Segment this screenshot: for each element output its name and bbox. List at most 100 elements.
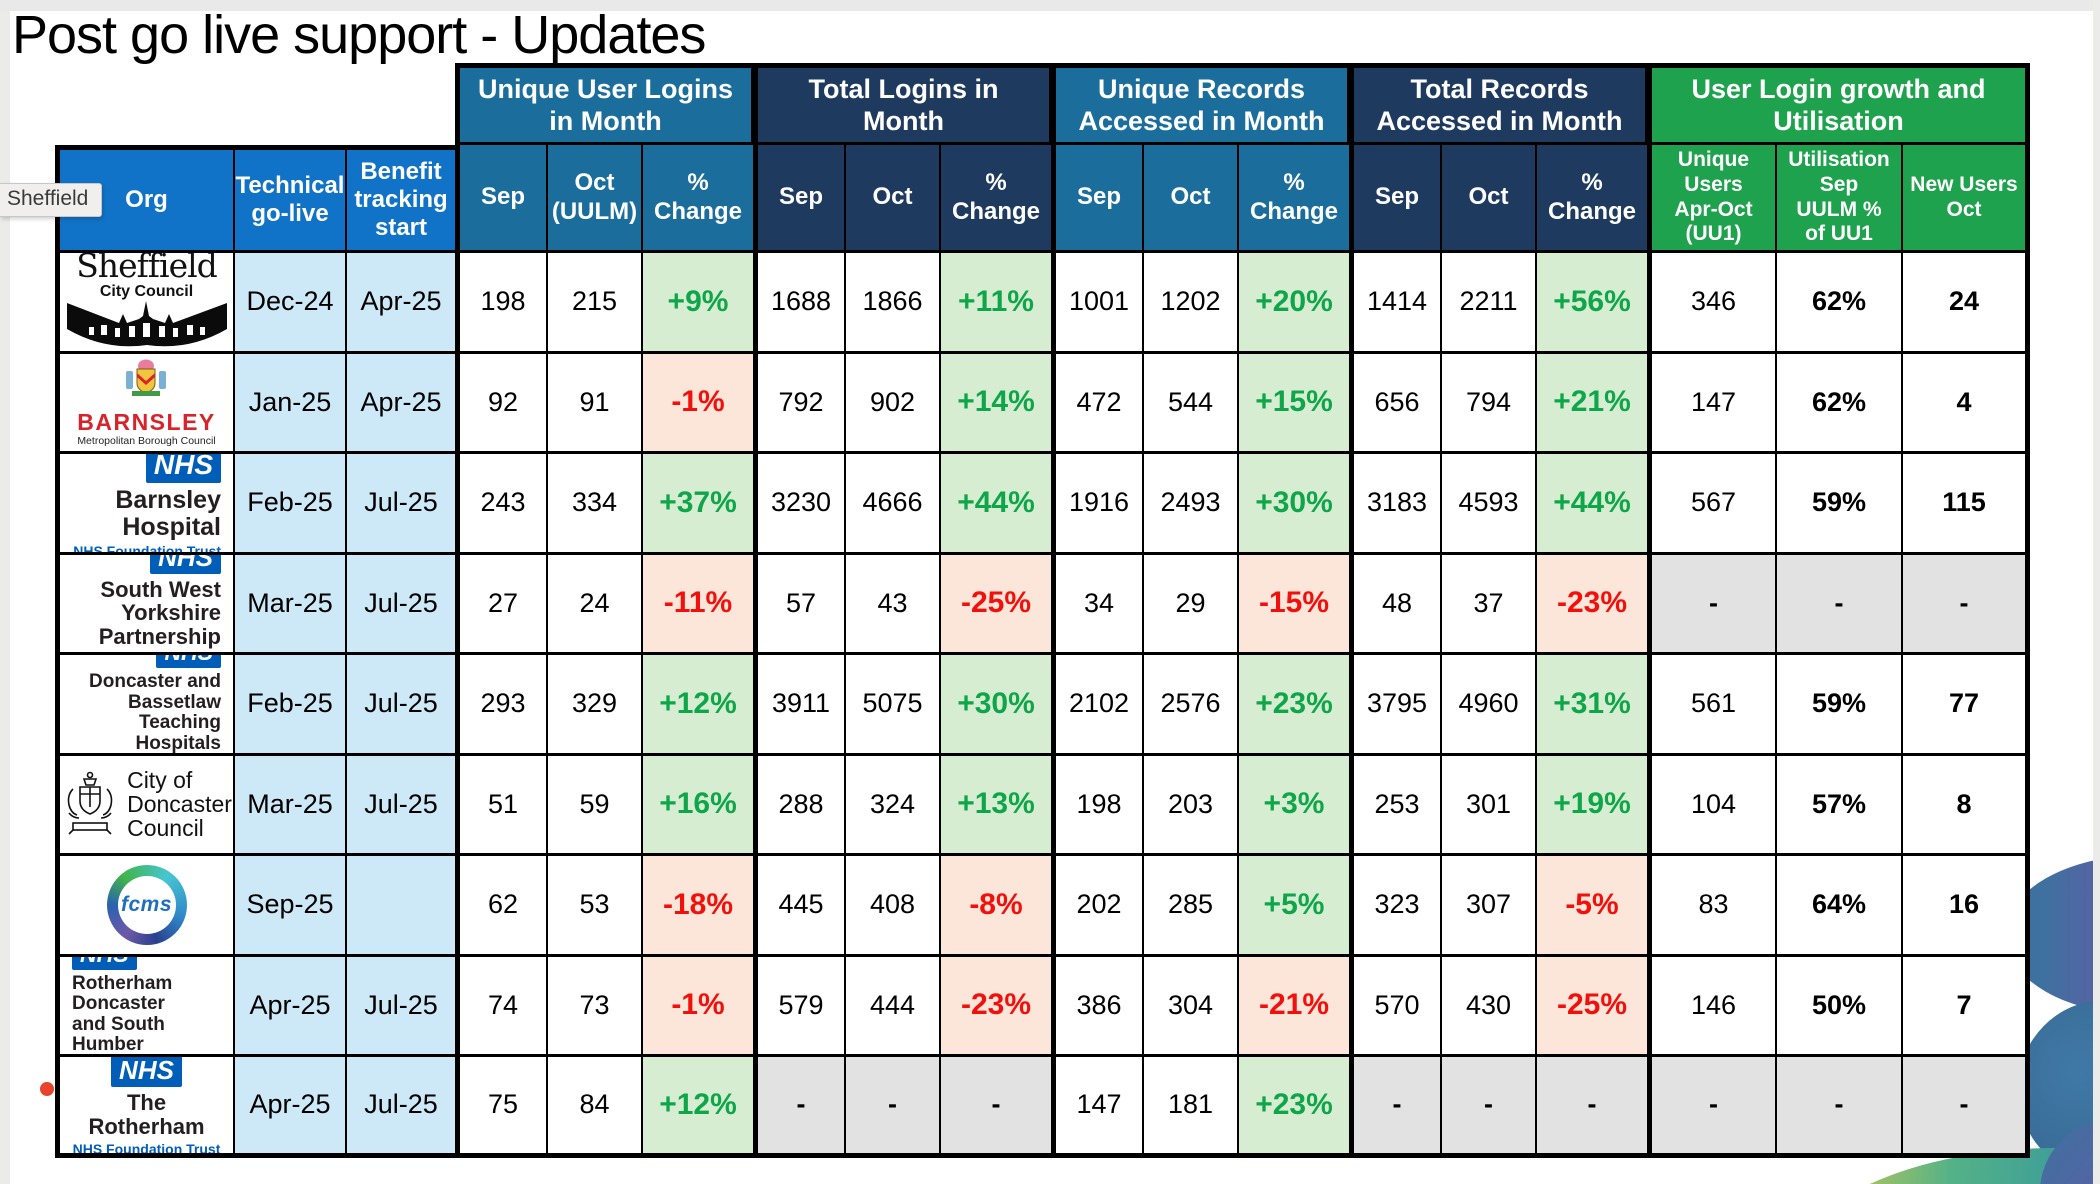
- comment-marker-dot[interactable]: [40, 1082, 54, 1096]
- metric-cell: 4: [1903, 353, 2030, 454]
- group-header-login-growth: User Login growth and Utilisation: [1647, 63, 2030, 145]
- metric-cell: 34: [1051, 554, 1144, 655]
- col-header-utilisation: Utilisation Sep UULM % of UU1: [1777, 145, 1903, 253]
- table-corner-spacer: [55, 63, 455, 145]
- metric-cell: +30%: [941, 655, 1051, 756]
- metric-cell: 43: [846, 554, 941, 655]
- metric-cell: 203: [1144, 755, 1239, 856]
- metric-cell: +12%: [643, 1057, 753, 1158]
- metric-cell: +13%: [941, 755, 1051, 856]
- nhs-badge: NHS: [111, 1057, 182, 1087]
- metric-cell: 1916: [1051, 454, 1144, 555]
- metric-cell: +23%: [1239, 655, 1349, 756]
- metric-cell: +37%: [643, 454, 753, 555]
- barnsley-crest-graphic: [126, 359, 167, 396]
- group-header-total-records: Total Records Accessed in Month: [1349, 63, 1647, 145]
- benefit-tracking-cell: Jul-25: [347, 755, 455, 856]
- metric-cell: 147: [1647, 353, 1777, 454]
- org-logo-nhs: NHS Doncaster and Bassetlaw Teaching Hosp…: [60, 655, 233, 753]
- metric-cell: 1001: [1051, 253, 1144, 354]
- decorative-blob: [2040, 1120, 2100, 1184]
- metric-cell: 1414: [1349, 253, 1442, 354]
- metric-cell: 147: [1051, 1057, 1144, 1158]
- metric-cell: -21%: [1239, 956, 1349, 1057]
- metrics-table: Unique User Logins in Month Total Logins…: [55, 63, 2030, 1158]
- technical-go-live-cell: Sep-25: [235, 856, 347, 957]
- benefit-tracking-cell: Jul-25: [347, 655, 455, 756]
- metric-cell: 323: [1349, 856, 1442, 957]
- technical-go-live-cell: Feb-25: [235, 454, 347, 555]
- technical-go-live-cell: Mar-25: [235, 554, 347, 655]
- metric-cell: -: [1647, 1057, 1777, 1158]
- metric-cell: 445: [753, 856, 846, 957]
- org-logo-fcms: fcms: [106, 864, 187, 945]
- barnsley-crest-graphic: [118, 359, 174, 409]
- benefit-tracking-cell: [347, 856, 455, 957]
- metric-cell: 4593: [1442, 454, 1537, 555]
- metric-cell: 74: [455, 956, 548, 1057]
- nhs-badge: NHS: [72, 956, 137, 970]
- metric-cell: -: [1349, 1057, 1442, 1158]
- doncaster-crest-graphic: [61, 767, 119, 842]
- window-edge-top: [0, 0, 2100, 11]
- col-header-sep-total-logins: Sep: [753, 145, 846, 253]
- metric-cell: +30%: [1239, 454, 1349, 555]
- org-logo-title: The Rotherham: [88, 1090, 205, 1139]
- org-logo-nhs: NHSRotherham Doncaster and South HumberN…: [60, 956, 233, 1056]
- metric-cell: 62%: [1777, 353, 1903, 454]
- metric-cell: -: [1647, 554, 1777, 655]
- metric-cell: 202: [1051, 856, 1144, 957]
- metric-cell: -25%: [1537, 956, 1647, 1057]
- col-header-oct-total-logins: Oct: [846, 145, 941, 253]
- metric-cell: 301: [1442, 755, 1537, 856]
- metric-cell: +20%: [1239, 253, 1349, 354]
- metric-cell: 7: [1903, 956, 2030, 1057]
- technical-go-live-cell: Jan-25: [235, 353, 347, 454]
- metric-cell: 4960: [1442, 655, 1537, 756]
- nhs-badge: NHS: [156, 655, 221, 669]
- metric-cell: 59%: [1777, 655, 1903, 756]
- metric-cell: 444: [846, 956, 941, 1057]
- comment-tooltip[interactable]: Sheffield: [0, 183, 103, 217]
- metric-cell: 59: [548, 755, 643, 856]
- metric-cell: 243: [455, 454, 548, 555]
- technical-go-live-cell: Mar-25: [235, 755, 347, 856]
- metric-cell: 51: [455, 755, 548, 856]
- metric-cell: +11%: [941, 253, 1051, 354]
- metric-cell: 2493: [1144, 454, 1239, 555]
- metric-cell: -1%: [643, 956, 753, 1057]
- col-header-sep-unique-records: Sep: [1051, 145, 1144, 253]
- org-logo-title: City of Doncaster Council: [127, 767, 232, 842]
- metric-cell: -: [1777, 554, 1903, 655]
- org-logo-title: Rotherham Doncaster and South Humber: [72, 972, 173, 1056]
- org-cell: Sheffield City Council: [55, 253, 235, 354]
- metric-cell: -15%: [1239, 554, 1349, 655]
- metric-cell: +3%: [1239, 755, 1349, 856]
- org-logo-subtitle: NHS Foundation Trust: [73, 652, 221, 653]
- doncaster-crest-graphic: [67, 771, 113, 835]
- metric-cell: 334: [548, 454, 643, 555]
- metric-cell: 2211: [1442, 253, 1537, 354]
- metric-cell: 2102: [1051, 655, 1144, 756]
- metric-cell: 91: [548, 353, 643, 454]
- metric-cell: 386: [1051, 956, 1144, 1057]
- metric-cell: 24: [548, 554, 643, 655]
- metric-cell: 307: [1442, 856, 1537, 957]
- metric-cell: -: [1903, 554, 2030, 655]
- metric-cell: 3911: [753, 655, 846, 756]
- metric-cell: -8%: [941, 856, 1051, 957]
- metric-cell: 304: [1144, 956, 1239, 1057]
- group-header-unique-user-logins: Unique User Logins in Month: [455, 63, 753, 145]
- org-logo-title: BARNSLEY: [77, 408, 216, 435]
- metric-cell: -: [1442, 1057, 1537, 1158]
- metric-cell: 73: [548, 956, 643, 1057]
- org-cell: fcms: [55, 856, 235, 957]
- col-header-sep-total-records: Sep: [1349, 145, 1442, 253]
- metric-cell: 57: [753, 554, 846, 655]
- metric-cell: 2576: [1144, 655, 1239, 756]
- group-header-unique-records: Unique Records Accessed in Month: [1051, 63, 1349, 145]
- metric-cell: 792: [753, 353, 846, 454]
- metric-cell: -18%: [643, 856, 753, 957]
